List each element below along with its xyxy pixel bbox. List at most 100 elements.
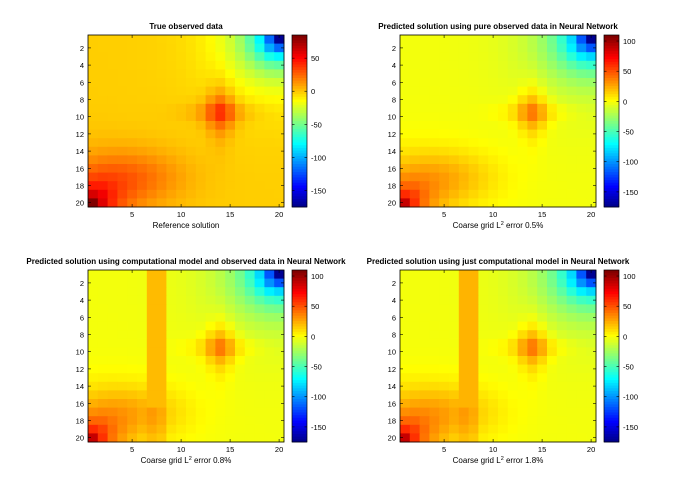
heatmap-cell xyxy=(400,52,411,62)
heatmap-cell xyxy=(205,189,216,199)
heatmap-cell xyxy=(488,399,499,408)
heatmap-cell xyxy=(409,181,420,191)
heatmap-cells xyxy=(88,35,285,208)
heatmap-cell xyxy=(478,424,489,434)
heatmap-cell xyxy=(498,138,509,148)
heatmap-cell xyxy=(537,198,548,208)
y-tick-label: 6 xyxy=(80,313,84,322)
heatmap-cell xyxy=(419,189,430,199)
heatmap-cell xyxy=(547,381,558,391)
heatmap-cell xyxy=(146,43,157,53)
heatmap-cell xyxy=(88,356,99,365)
colorbar-segment xyxy=(292,131,307,135)
heatmap-cell xyxy=(195,172,206,182)
colorbar-segment xyxy=(292,382,307,386)
heatmap-cell xyxy=(117,304,128,314)
heatmap-cell xyxy=(517,43,528,53)
heatmap-cell xyxy=(205,121,216,130)
heatmap-cell xyxy=(586,103,597,113)
heatmap-cell xyxy=(117,198,128,208)
heatmap-cell xyxy=(156,146,167,156)
heatmap-cell xyxy=(507,60,518,70)
heatmap-cell xyxy=(400,35,411,44)
heatmap-cell xyxy=(254,35,265,44)
heatmap-cell xyxy=(88,138,99,148)
heatmap-cell xyxy=(186,146,197,156)
heatmap-cell xyxy=(468,35,479,44)
heatmap-cell xyxy=(556,164,567,173)
heatmap-cell xyxy=(458,399,469,408)
heatmap-cell xyxy=(507,129,518,139)
colorbar-tick-label: -50 xyxy=(623,128,634,137)
heatmap-cell xyxy=(537,433,548,443)
heatmap-cell xyxy=(449,278,460,288)
heatmap-cell xyxy=(166,43,177,53)
heatmap-cell xyxy=(409,390,420,400)
x-tick-label: 10 xyxy=(489,445,497,454)
heatmap-cell xyxy=(507,278,518,288)
heatmap-cell xyxy=(566,321,577,331)
heatmap-cell xyxy=(254,356,265,365)
heatmap-cell xyxy=(449,313,460,322)
heatmap-cell xyxy=(146,287,157,297)
heatmap-cell xyxy=(205,356,216,365)
colorbar-segment xyxy=(604,356,619,360)
heatmap-cell xyxy=(137,43,148,53)
heatmap-cell xyxy=(156,347,167,357)
heatmap-cell xyxy=(517,313,528,322)
heatmap-cell xyxy=(566,433,577,443)
heatmap-cell xyxy=(215,138,226,148)
heatmap-cell xyxy=(244,390,255,400)
heatmap-cell xyxy=(225,304,236,314)
heatmap-cell xyxy=(176,112,187,122)
colorbar-segment xyxy=(292,86,307,90)
heatmap-cell xyxy=(478,356,489,365)
colorbar-segment xyxy=(292,126,307,130)
heatmap-cell xyxy=(215,155,226,165)
heatmap-cell xyxy=(264,112,275,122)
heatmap-cell xyxy=(127,86,138,96)
colorbar-segment xyxy=(292,115,307,119)
heatmap-cell xyxy=(117,138,128,148)
heatmap-cell xyxy=(537,155,548,165)
heatmap-cell xyxy=(517,129,528,139)
heatmap-cell xyxy=(566,270,577,279)
heatmap-cell xyxy=(449,433,460,443)
colorbar-frame xyxy=(603,34,620,208)
heatmap-cell xyxy=(429,95,440,105)
heatmap-cell xyxy=(566,313,577,322)
heatmap-cell xyxy=(244,86,255,96)
heatmap-cell xyxy=(166,338,177,348)
heatmap-cell xyxy=(274,155,285,165)
heatmap-cell xyxy=(244,181,255,191)
colorbar-segment xyxy=(604,158,619,162)
colorbar-segment xyxy=(292,174,307,178)
colorbar-segment xyxy=(292,37,307,41)
heatmap-cell xyxy=(107,416,118,426)
x-axis-label-suffix: error 0.8% xyxy=(192,456,232,465)
heatmap-cell xyxy=(468,295,479,305)
heatmap-cell xyxy=(156,155,167,165)
heatmap-cell xyxy=(429,121,440,130)
colorbar-segment xyxy=(292,201,307,205)
heatmap-cell xyxy=(137,103,148,113)
heatmap-cell xyxy=(498,338,509,348)
colorbar-segment xyxy=(292,288,307,292)
heatmap-cell xyxy=(117,69,128,79)
heatmap-cell xyxy=(449,69,460,79)
heatmap-cell xyxy=(176,86,187,96)
heatmap-cell xyxy=(156,433,167,443)
heatmap-cell xyxy=(264,313,275,322)
heatmap-cell xyxy=(556,138,567,148)
heatmap-cell xyxy=(146,416,157,426)
colorbar-segment xyxy=(604,112,619,117)
heatmap-cell xyxy=(449,295,460,305)
heatmap-cell xyxy=(176,121,187,130)
colorbar-segment xyxy=(604,204,619,208)
colorbar-segment xyxy=(292,150,307,154)
heatmap-cell xyxy=(97,146,108,156)
colorbar-segment xyxy=(604,415,619,419)
colorbar-segment xyxy=(604,123,619,127)
heatmap-cell xyxy=(107,35,118,44)
heatmap-cell xyxy=(205,86,216,96)
